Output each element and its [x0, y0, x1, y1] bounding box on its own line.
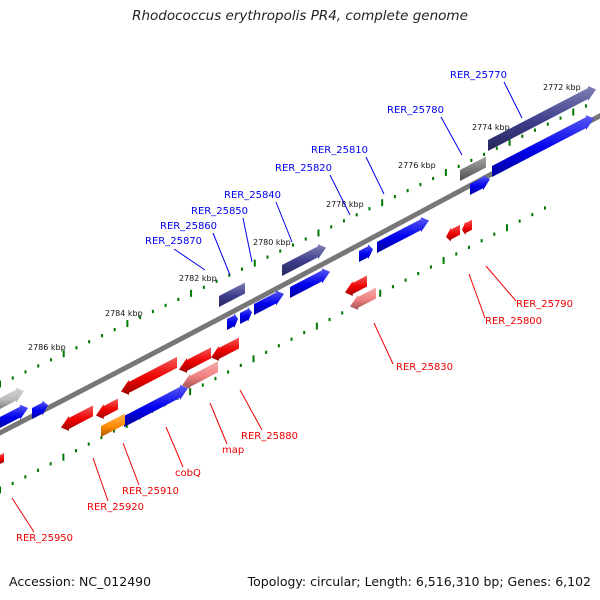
tick-label: 2776 kbp — [398, 161, 436, 170]
forward-leader-line — [242, 217, 253, 263]
forward-gene-label: RER_25780 — [387, 105, 444, 116]
reverse-gene-label: RER_25790 — [516, 299, 573, 310]
tick-label: 2774 kbp — [472, 123, 510, 132]
forward-gene — [470, 175, 490, 195]
forward-gene — [359, 244, 373, 262]
forward-gene — [377, 217, 429, 253]
reverse-gene — [211, 337, 239, 361]
reverse-gene-label: RER_25830 — [396, 362, 453, 373]
highlighted-forward-gene — [219, 282, 245, 307]
highlighted-forward-gene — [282, 244, 326, 276]
reverse-leader-line — [165, 426, 184, 468]
forward-leader-line — [440, 116, 463, 156]
forward-gene — [32, 400, 48, 419]
forward-gene-label: RER_25820 — [275, 163, 332, 174]
highlighted-forward-gene — [488, 86, 596, 151]
reverse-gene-label: cobQ — [175, 468, 201, 479]
forward-gene — [0, 404, 28, 428]
forward-gene — [254, 290, 284, 315]
reverse-gene — [345, 275, 367, 296]
forward-leader-line — [212, 232, 231, 276]
highlighted-reverse-gene — [350, 287, 376, 310]
forward-gene-label: RER_25870 — [145, 236, 202, 247]
reverse-gene — [61, 405, 93, 431]
forward-gene-label: RER_25810 — [311, 145, 368, 156]
tick-label: 2780 kbp — [253, 238, 291, 247]
reverse-gene-label: map — [222, 445, 244, 456]
reverse-leader-line — [373, 322, 394, 365]
reverse-leader-line — [209, 402, 228, 445]
forward-gene — [227, 313, 238, 330]
reverse-gene — [0, 452, 4, 464]
genome-backbone — [0, 112, 600, 436]
pseudogene — [460, 156, 486, 181]
forward-gene-label: RER_25770 — [450, 70, 507, 81]
reverse-leader-line — [92, 457, 109, 502]
reverse-gene — [446, 224, 460, 242]
forward-gene — [240, 306, 252, 324]
tick-label: 2784 kbp — [105, 309, 143, 318]
tick-label: 2786 kbp — [28, 343, 66, 352]
reverse-gene-label: RER_25800 — [485, 316, 542, 327]
reverse-leader-line — [122, 442, 140, 486]
reverse-leader-line — [239, 389, 263, 431]
accession-text: Accession: NC_012490 — [9, 574, 152, 589]
map-title: Rhodococcus erythropolis PR4, complete g… — [132, 8, 468, 24]
forward-gene-label: RER_25860 — [160, 221, 217, 232]
highlighted-reverse-gene — [182, 361, 218, 389]
reverse-leader-line — [11, 497, 35, 533]
forward-gene — [290, 268, 330, 298]
genome-summary-text: Topology: circular; Length: 6,516,310 bp… — [247, 574, 591, 589]
tick-label: 2772 kbp — [543, 83, 581, 92]
forward-leader-line — [329, 174, 351, 216]
grey-gene — [0, 387, 24, 409]
reverse-gene-label: RER_25880 — [241, 431, 298, 442]
reverse-leader-line — [485, 265, 517, 302]
tick-label: 2782 kbp — [179, 274, 217, 283]
reverse-gene — [121, 356, 177, 395]
forward-gene-label: RER_25840 — [224, 190, 281, 201]
forward-gene — [124, 384, 188, 427]
forward-leader-line — [275, 201, 293, 243]
reverse-gene-label: RER_25950 — [16, 533, 73, 544]
reverse-gene — [462, 219, 472, 236]
forward-leader-line — [173, 248, 206, 271]
forward-gene — [492, 115, 594, 177]
reverse-gene-label: RER_25920 — [87, 502, 144, 513]
rna-gene — [101, 413, 125, 437]
reverse-gene-label: RER_25910 — [122, 486, 179, 497]
forward-leader-line — [365, 156, 385, 195]
forward-leader-line — [503, 81, 523, 119]
reverse-gene — [96, 398, 118, 419]
forward-gene-label: RER_25850 — [191, 206, 248, 217]
reverse-leader-line — [468, 273, 486, 319]
reverse-gene — [179, 347, 211, 373]
